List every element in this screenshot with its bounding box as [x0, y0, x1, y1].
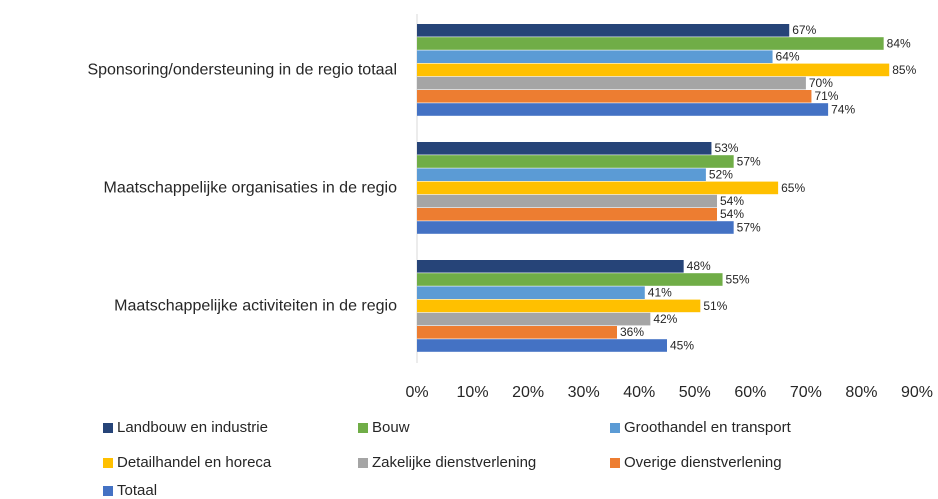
- legend-label: Landbouw en industrie: [117, 419, 268, 436]
- bar: [417, 299, 701, 313]
- data-label: 64%: [776, 50, 800, 64]
- x-tick-label: 20%: [512, 384, 544, 401]
- bar: [417, 50, 773, 63]
- bar: [417, 312, 651, 326]
- legend-label: Groothandel en transport: [624, 419, 792, 436]
- x-tick-label: 50%: [679, 384, 711, 401]
- legend-label: Bouw: [372, 419, 410, 436]
- bar: [417, 90, 812, 103]
- category-label: Sponsoring/ondersteuning in de regio tot…: [87, 61, 397, 78]
- legend-swatch: [610, 423, 620, 433]
- data-label: 70%: [809, 76, 833, 90]
- data-label: 85%: [892, 63, 916, 77]
- bar: [417, 221, 734, 234]
- bar: [417, 24, 790, 37]
- data-label: 42%: [653, 312, 677, 326]
- data-label: 36%: [620, 325, 644, 339]
- legend-swatch: [103, 423, 113, 433]
- data-label: 57%: [737, 220, 761, 234]
- bar: [417, 339, 667, 352]
- bar: [417, 286, 645, 299]
- x-tick-label: 10%: [457, 384, 489, 401]
- bar: [417, 273, 723, 286]
- legend-swatch: [103, 458, 113, 468]
- bar: [417, 76, 806, 90]
- bar: [417, 326, 617, 339]
- data-label: 52%: [709, 168, 733, 182]
- category-label: Maatschappelijke activiteiten in de regi…: [114, 297, 397, 314]
- data-label: 53%: [714, 141, 738, 155]
- bar: [417, 168, 706, 181]
- x-tick-label: 30%: [568, 384, 600, 401]
- x-tick-label: 0%: [405, 384, 428, 401]
- bar: [417, 155, 734, 168]
- data-label: 51%: [703, 299, 727, 313]
- data-label: 54%: [720, 207, 744, 221]
- bar: [417, 103, 829, 116]
- legend-label: Totaal: [117, 482, 157, 499]
- legend-swatch: [358, 458, 368, 468]
- bar: [417, 194, 717, 208]
- data-label: 41%: [648, 286, 672, 300]
- data-label: 71%: [814, 89, 838, 103]
- bar: [417, 142, 712, 155]
- data-label: 57%: [737, 154, 761, 168]
- data-label: 48%: [687, 259, 711, 273]
- legend-label: Zakelijke dienstverlening: [372, 454, 536, 471]
- data-label: 45%: [670, 338, 694, 352]
- data-label: 84%: [887, 36, 911, 50]
- x-tick-label: 60%: [734, 384, 766, 401]
- data-label: 65%: [781, 181, 805, 195]
- x-tick-label: 90%: [901, 384, 933, 401]
- x-tick-label: 70%: [790, 384, 822, 401]
- category-label: Maatschappelijke organisaties in de regi…: [103, 179, 397, 196]
- data-label: 55%: [726, 272, 750, 286]
- legend-label: Detailhandel en horeca: [117, 454, 272, 471]
- bar: [417, 63, 890, 77]
- legend-swatch: [358, 423, 368, 433]
- bar: [417, 208, 717, 221]
- legend-swatch: [103, 486, 113, 496]
- data-label: 74%: [831, 102, 855, 116]
- bar: [417, 260, 684, 273]
- x-tick-label: 40%: [623, 384, 655, 401]
- data-label: 54%: [720, 194, 744, 208]
- legend-swatch: [610, 458, 620, 468]
- data-label: 67%: [792, 23, 816, 37]
- x-tick-label: 80%: [845, 384, 877, 401]
- bar: [417, 37, 884, 50]
- legend-label: Overige dienstverlening: [624, 454, 782, 471]
- bar: [417, 181, 779, 195]
